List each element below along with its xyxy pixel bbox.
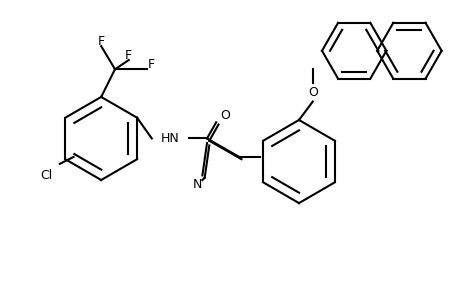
Text: Cl: Cl (40, 169, 52, 182)
Text: F: F (97, 35, 105, 48)
Text: HN: HN (161, 132, 179, 145)
Text: F: F (148, 58, 155, 71)
Text: F: F (125, 49, 132, 62)
Text: N: N (193, 178, 202, 191)
Text: O: O (307, 86, 317, 99)
Text: O: O (220, 109, 230, 122)
